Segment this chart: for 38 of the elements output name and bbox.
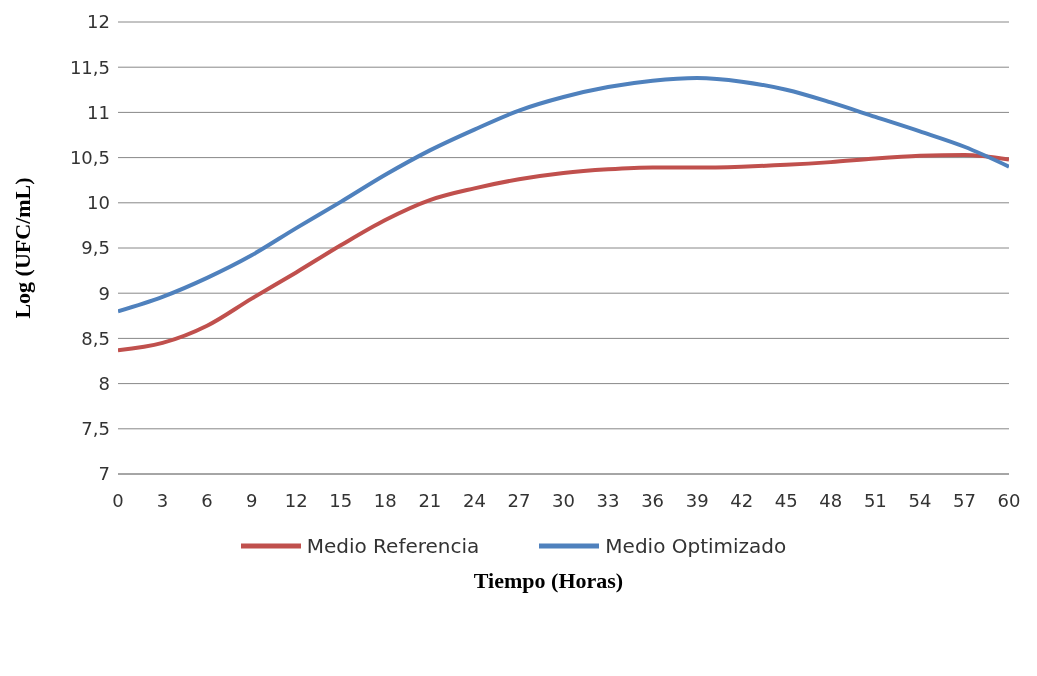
- y-tick-label: 8,5: [81, 327, 110, 349]
- x-tick-label: 9: [245, 489, 258, 511]
- line-series: [118, 76, 1009, 314]
- x-tick-label: 0: [112, 489, 124, 511]
- x-tick-label: 54: [908, 489, 932, 511]
- x-tick-label: 6: [201, 489, 213, 511]
- x-tick-label: 33: [596, 489, 620, 511]
- x-tick-label: 42: [730, 489, 754, 511]
- x-tick-label: 39: [685, 489, 709, 511]
- x-tick-label: 57: [953, 489, 976, 511]
- legend-label: Medio Optimizado: [605, 534, 787, 558]
- x-tick-label: 21: [418, 489, 442, 511]
- x-tick-label: 12: [284, 489, 308, 511]
- legend-label: Medio Referencia: [306, 534, 480, 558]
- line-series: [118, 152, 1009, 353]
- y-tick-label: 7: [98, 463, 110, 485]
- y-tick-label: 9: [98, 282, 110, 304]
- y-tick-label: 10,5: [69, 146, 110, 168]
- y-tick-label: 11: [87, 101, 110, 123]
- y-tick-label: 7,5: [81, 418, 110, 440]
- x-tick-label: 51: [863, 489, 887, 511]
- y-tick-label: 12: [87, 11, 110, 33]
- x-axis-title: Tiempo (Horas): [472, 568, 625, 594]
- y-axis-title: Log (UFC/mL): [9, 177, 35, 319]
- x-tick-label: 45: [774, 489, 798, 511]
- y-tick-label: 8: [98, 372, 110, 394]
- x-tick-label: 30: [552, 489, 575, 511]
- x-tick-label: 18: [373, 489, 397, 511]
- x-tick-label: 3: [156, 489, 169, 511]
- x-tick-label: 24: [462, 489, 486, 511]
- y-tick-label: 10: [87, 192, 110, 214]
- y-tick-label: 9,5: [81, 237, 110, 259]
- x-tick-label: 48: [819, 489, 843, 511]
- x-tick-label: 36: [641, 489, 665, 511]
- x-tick-label: 15: [329, 489, 353, 511]
- x-tick-label: 27: [507, 489, 531, 511]
- x-tick-label: 60: [997, 489, 1021, 511]
- y-tick-label: 11,5: [69, 56, 110, 78]
